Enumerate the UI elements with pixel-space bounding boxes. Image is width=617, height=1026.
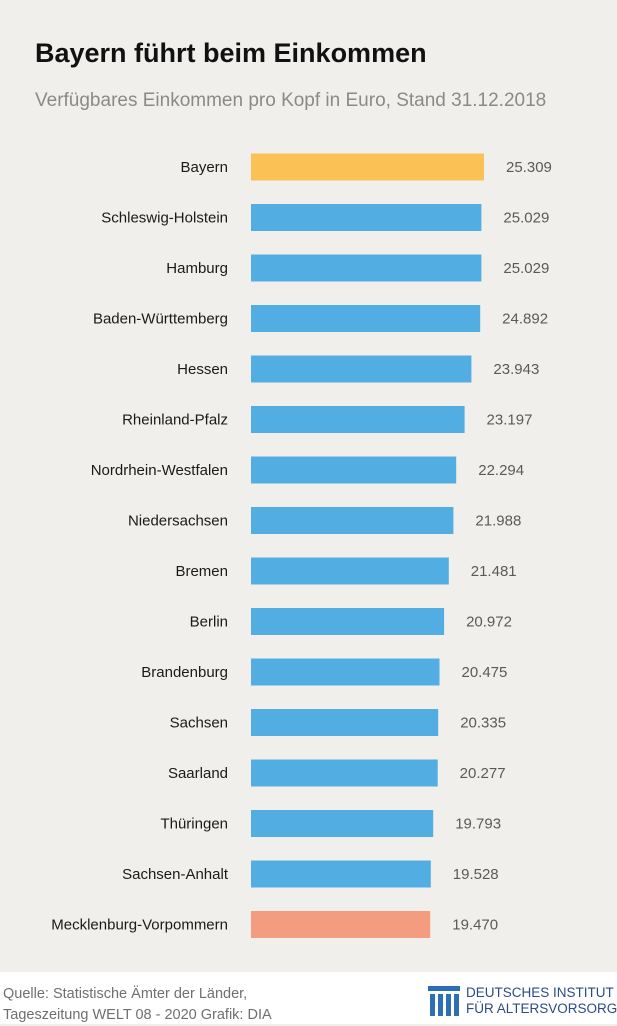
bar-chart: Bayern 25.309 Schleswig-Holstein 25.029 Hamb… <box>51 153 552 938</box>
category-label: Saarland <box>168 765 228 782</box>
bar <box>251 254 482 282</box>
bar <box>251 507 454 534</box>
dia-pillars-icon <box>428 986 460 1016</box>
value-label: 21.988 <box>475 513 521 530</box>
bar <box>251 456 457 484</box>
category-label: Nordrhein-Westfalen <box>91 462 228 479</box>
value-label: 23.197 <box>487 412 533 429</box>
value-label: 25.309 <box>506 159 552 176</box>
institute-logo-text: DEUTSCHES INSTITUT FÜR ALTERSVORSORGE <box>466 985 617 1017</box>
category-label: Schleswig-Holstein <box>101 210 228 227</box>
source-line-1: Quelle: Statistische Ämter der Länder, <box>3 986 248 1002</box>
bar <box>251 860 431 888</box>
category-label: Baden-Württemberg <box>93 311 228 328</box>
value-label: 21.481 <box>471 563 517 580</box>
value-label: 19.528 <box>453 866 499 883</box>
bar <box>251 709 439 736</box>
category-label: Hamburg <box>166 260 228 277</box>
category-label: Brandenburg <box>141 664 228 681</box>
value-label: 24.892 <box>502 311 548 328</box>
category-label: Hessen <box>177 361 228 378</box>
bar <box>251 153 484 181</box>
bar <box>251 759 438 787</box>
value-label: 20.277 <box>460 765 506 782</box>
category-label: Bayern <box>180 159 228 176</box>
bar <box>251 305 481 332</box>
bar <box>251 557 449 585</box>
category-label: Bremen <box>175 563 228 580</box>
category-label: Rheinland-Pfalz <box>122 412 228 429</box>
bar <box>251 911 431 938</box>
value-label: 20.335 <box>460 715 506 732</box>
footer-bar <box>0 972 617 1024</box>
value-label: 20.972 <box>466 614 512 631</box>
bar <box>251 810 434 837</box>
value-label: 19.470 <box>452 917 498 934</box>
bar <box>251 204 482 231</box>
source-note: Quelle: Statistische Ämter der Länder, T… <box>3 984 272 1026</box>
value-label: 25.029 <box>503 260 549 277</box>
value-label: 19.793 <box>455 816 501 833</box>
bar <box>251 608 445 635</box>
value-label: 25.029 <box>503 210 549 227</box>
bar <box>251 658 440 686</box>
bar <box>251 355 472 383</box>
source-line-2: Tageszeitung WELT 08 - 2020 Grafik: DIA <box>3 1007 272 1023</box>
logo-line-1: DEUTSCHES INSTITUT <box>466 985 614 1000</box>
value-label: 23.943 <box>493 361 539 378</box>
value-label: 20.475 <box>461 664 507 681</box>
category-label: Sachsen-Anhalt <box>122 866 229 883</box>
chart-title: Bayern führt beim Einkommen <box>35 38 427 68</box>
category-label: Thüringen <box>160 816 228 833</box>
bar <box>251 406 465 433</box>
category-label: Mecklenburg-Vorpommern <box>51 917 228 934</box>
category-label: Sachsen <box>170 715 228 732</box>
logo-line-2: FÜR ALTERSVORSORGE <box>466 1001 617 1016</box>
category-label: Berlin <box>190 614 228 631</box>
chart-subtitle: Verfügbares Einkommen pro Kopf in Euro, … <box>35 90 547 111</box>
category-label: Niedersachsen <box>128 513 228 530</box>
value-label: 22.294 <box>478 462 524 479</box>
